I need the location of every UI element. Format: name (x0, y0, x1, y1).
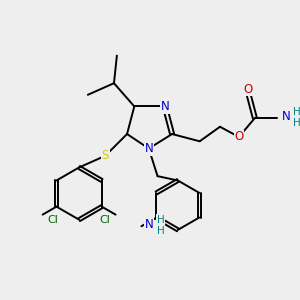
Text: H: H (292, 107, 300, 117)
Text: N: N (282, 110, 291, 123)
Text: N: N (160, 100, 169, 113)
Text: H: H (157, 215, 164, 225)
Text: Cl: Cl (100, 215, 110, 225)
Text: N: N (145, 142, 153, 155)
Text: N: N (145, 218, 154, 231)
Text: H: H (292, 118, 300, 128)
Text: S: S (102, 149, 109, 162)
Text: O: O (243, 82, 252, 95)
Text: Cl: Cl (48, 215, 59, 225)
Text: H: H (157, 226, 164, 236)
Text: O: O (234, 130, 244, 143)
